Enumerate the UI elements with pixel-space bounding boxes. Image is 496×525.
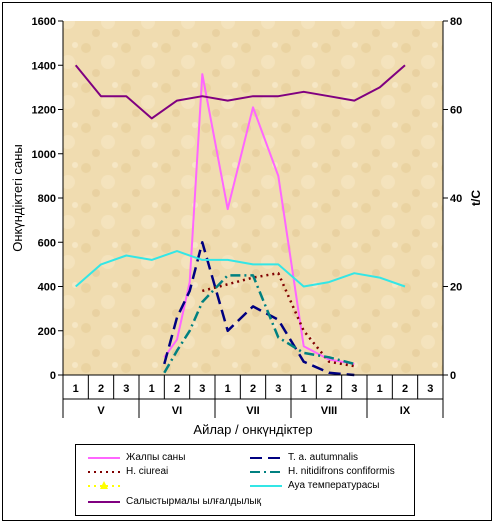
x-tick-label: 3 — [351, 383, 357, 395]
plot-area — [63, 21, 443, 375]
x-tick-label: 3 — [427, 383, 433, 395]
series-layer — [74, 64, 406, 377]
y-tick-label: 600 — [38, 237, 56, 249]
x-tick-label: 3 — [199, 383, 205, 395]
legend-label: T. a. autumnalis — [288, 452, 359, 463]
legend-swatch — [250, 471, 282, 473]
legend-label: Ауа температурасы — [288, 480, 380, 491]
y-tick-label: 0 — [50, 370, 56, 382]
y-tick-label: 200 — [38, 326, 56, 338]
month-group-label: IX — [400, 405, 411, 417]
series-line-1 — [163, 241, 355, 377]
legend-label: H. ciureai — [126, 466, 169, 477]
x-tick-label: 1 — [225, 383, 231, 395]
series-line-0 — [163, 73, 355, 365]
legend-label: H. nitidifrons confiformis — [288, 466, 395, 477]
month-group-label: VII — [246, 405, 259, 417]
legend-label: Жалпы саны — [126, 452, 186, 463]
x-tick-label: 2 — [402, 383, 408, 395]
x-tick-label: 3 — [275, 383, 281, 395]
legend-swatch — [250, 485, 282, 487]
legend-swatch — [250, 457, 282, 459]
x-tick-label: 2 — [174, 383, 180, 395]
series-line-6 — [74, 64, 406, 120]
x-tick-label: 1 — [149, 383, 155, 395]
y-right-tick-label: 60 — [450, 105, 462, 117]
legend-swatch — [88, 501, 120, 503]
legend: Жалпы саны T. a. autumnalis H. ciureai H. n… — [75, 444, 415, 516]
triangle-marker-icon — [100, 481, 108, 489]
y-tick-label: 1200 — [32, 105, 56, 117]
x-tick-label: 1 — [301, 383, 307, 395]
y-axis-title: Онкүндіктегі саны — [10, 144, 25, 252]
y-tick-label: 1000 — [32, 149, 56, 161]
x-tick-label: 2 — [326, 383, 332, 395]
y-axis-right-title: t/C — [469, 190, 483, 206]
series-line-2 — [201, 271, 355, 368]
axis-layer: 0 200 400 600 800 1000 1200 1400 1600 0 20 40 60 80 1 2… — [32, 16, 462, 418]
month-group-label: VIII — [321, 405, 338, 417]
y-tick-label: 1400 — [32, 60, 56, 72]
legend-label: Салыстырмалы ылғалдылық — [126, 496, 261, 507]
y-tick-label: 1600 — [32, 16, 56, 28]
x-tick-label: 1 — [377, 383, 383, 395]
series-line-5 — [75, 250, 406, 288]
y-tick-label: 400 — [38, 282, 56, 294]
legend-swatch — [88, 481, 120, 489]
y-right-tick-label: 0 — [450, 370, 456, 382]
y-right-tick-label: 80 — [450, 16, 462, 28]
month-group-label: V — [97, 405, 105, 417]
y-right-tick-label: 20 — [450, 282, 462, 294]
y-right-tick-label: 40 — [450, 193, 462, 205]
legend-swatch — [88, 457, 120, 459]
x-tick-label: 3 — [123, 383, 129, 395]
x-axis-title: Айлар / онкүндіктер — [193, 422, 312, 437]
x-tick-label: 1 — [73, 383, 79, 395]
y-tick-label: 800 — [38, 193, 56, 205]
legend-swatch — [88, 471, 120, 473]
series-line-3 — [163, 274, 355, 374]
x-tick-label: 2 — [98, 383, 104, 395]
month-group-label: VI — [172, 405, 182, 417]
x-tick-label: 2 — [250, 383, 256, 395]
